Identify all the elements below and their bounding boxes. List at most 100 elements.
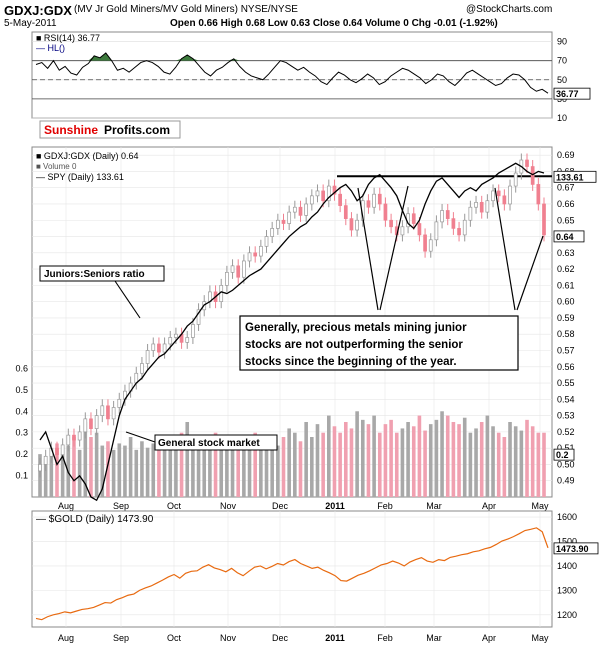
ratio-tick-label: 0.52 xyxy=(557,427,575,437)
volume-bar xyxy=(117,443,122,497)
volume-bar xyxy=(264,439,269,497)
ratio-x-label: Dec xyxy=(272,501,289,511)
rsi-overbought-fill xyxy=(88,53,240,61)
ratio-tick-label: 0.65 xyxy=(557,215,575,225)
volume-bar xyxy=(49,449,54,497)
volume-bar xyxy=(298,441,303,497)
ratio-x-label: Nov xyxy=(220,501,237,511)
volume-bar xyxy=(179,432,184,497)
ratio-candle xyxy=(140,363,144,374)
ratio-candle xyxy=(230,265,235,273)
ratio-candle xyxy=(168,337,173,345)
ratio-tick-label: 0.49 xyxy=(557,476,575,486)
volume-bar xyxy=(106,441,110,497)
ratio-tick-label: 0.58 xyxy=(557,329,575,339)
gold-tick-label: 1500 xyxy=(557,537,577,547)
spy-last-value-box xyxy=(553,170,597,183)
volume-tick-label: 0.4 xyxy=(15,406,28,416)
volume-bar xyxy=(338,432,342,497)
annotation-main-box xyxy=(239,315,519,371)
volume-bar xyxy=(157,449,161,497)
ratio-candle xyxy=(38,464,42,472)
volume-bar xyxy=(349,428,354,497)
volume-bar xyxy=(123,445,127,497)
ratio-tick-label: 0.57 xyxy=(557,345,575,355)
gold-x-label: Mar xyxy=(426,633,442,643)
spy-last-value: 133.61 xyxy=(556,172,584,182)
ratio-candle xyxy=(292,206,297,213)
ratio-candle xyxy=(309,195,314,205)
volume-bar xyxy=(428,424,433,497)
volume-bar xyxy=(77,449,82,497)
ratio-tick-label: 0.50 xyxy=(557,459,575,469)
volume-bar xyxy=(140,441,144,497)
ratio-candle xyxy=(72,434,76,441)
volume-bar xyxy=(372,415,376,497)
ratio-last-value-box xyxy=(553,230,585,243)
ratio-candle xyxy=(326,185,331,202)
ratio-candle xyxy=(423,234,427,252)
ratio-tick-label: 0.55 xyxy=(557,378,575,388)
volume-bar xyxy=(315,424,320,497)
ratio-candle xyxy=(332,185,337,195)
volume-bar xyxy=(111,449,116,497)
ratio-tick-label: 0.62 xyxy=(557,264,575,274)
volume-bar xyxy=(343,422,348,497)
volume-bar xyxy=(230,445,235,497)
gold-series-line xyxy=(35,527,549,621)
ratio-candle xyxy=(474,201,478,208)
ratio-candle xyxy=(111,407,116,420)
volume-bar xyxy=(474,428,478,497)
volume-bar xyxy=(519,430,524,497)
ratio-x-label: Apr xyxy=(482,501,496,511)
ratio-last-value: 0.64 xyxy=(556,232,574,242)
ratio-candle xyxy=(225,271,229,286)
volume-bar xyxy=(151,443,156,497)
logo-profits: Profits.com xyxy=(104,123,170,137)
gold-x-label: Nov xyxy=(220,633,237,643)
chart-description: (MV Jr Gold Miners/MV Gold Miners) NYSE/… xyxy=(74,4,298,15)
rsi-tick-label: 70 xyxy=(557,56,567,66)
volume-bar xyxy=(55,443,59,497)
ratio-candle xyxy=(191,324,195,338)
spy-legend: — SPY (Daily) 133.61 xyxy=(36,172,124,182)
annotation-market-arrow xyxy=(125,431,156,443)
ratio-candle xyxy=(440,210,444,223)
gold-tick-label: 1600 xyxy=(557,512,577,522)
ratio-tick-label: 0.51 xyxy=(557,443,575,453)
volume-bar xyxy=(440,411,444,497)
volume-bar xyxy=(377,432,382,497)
annotation-market-box xyxy=(154,434,278,451)
ratio-candle xyxy=(411,213,416,224)
ratio-x-label: Sep xyxy=(113,501,129,511)
volume-bar xyxy=(496,432,501,497)
volume-bar xyxy=(366,424,371,497)
ratio-candle xyxy=(315,190,320,197)
volume-bar xyxy=(276,445,280,497)
ratio-candle xyxy=(151,343,156,351)
volume-bar xyxy=(304,422,308,497)
volume-bar xyxy=(542,432,546,497)
ratio-candle xyxy=(428,239,433,252)
volume-legend: ■ Volume 0 xyxy=(36,162,77,171)
rsi-last-value-box xyxy=(553,87,591,100)
ratio-candle xyxy=(55,447,59,456)
volume-bar xyxy=(332,426,337,497)
ratio-candle xyxy=(502,195,507,205)
ratio-x-label: Mar xyxy=(426,501,442,511)
ratio-candle xyxy=(259,245,263,257)
ratio-candle xyxy=(366,200,371,208)
volume-tick-label: 0.1 xyxy=(15,471,28,481)
annotation-market: General stock market xyxy=(158,438,260,449)
volume-bar xyxy=(457,424,461,497)
watermark: @StockCharts.com xyxy=(466,4,553,15)
volume-bar xyxy=(83,422,88,497)
volume-bar xyxy=(423,430,427,497)
annotation-arrow xyxy=(357,187,379,311)
volume-bar xyxy=(196,443,201,497)
gold-panel xyxy=(31,510,553,628)
ratio-x-label: Aug xyxy=(58,501,74,511)
exchange-text: NYSE/NYSE xyxy=(240,4,298,15)
ratio-candle xyxy=(270,228,275,237)
